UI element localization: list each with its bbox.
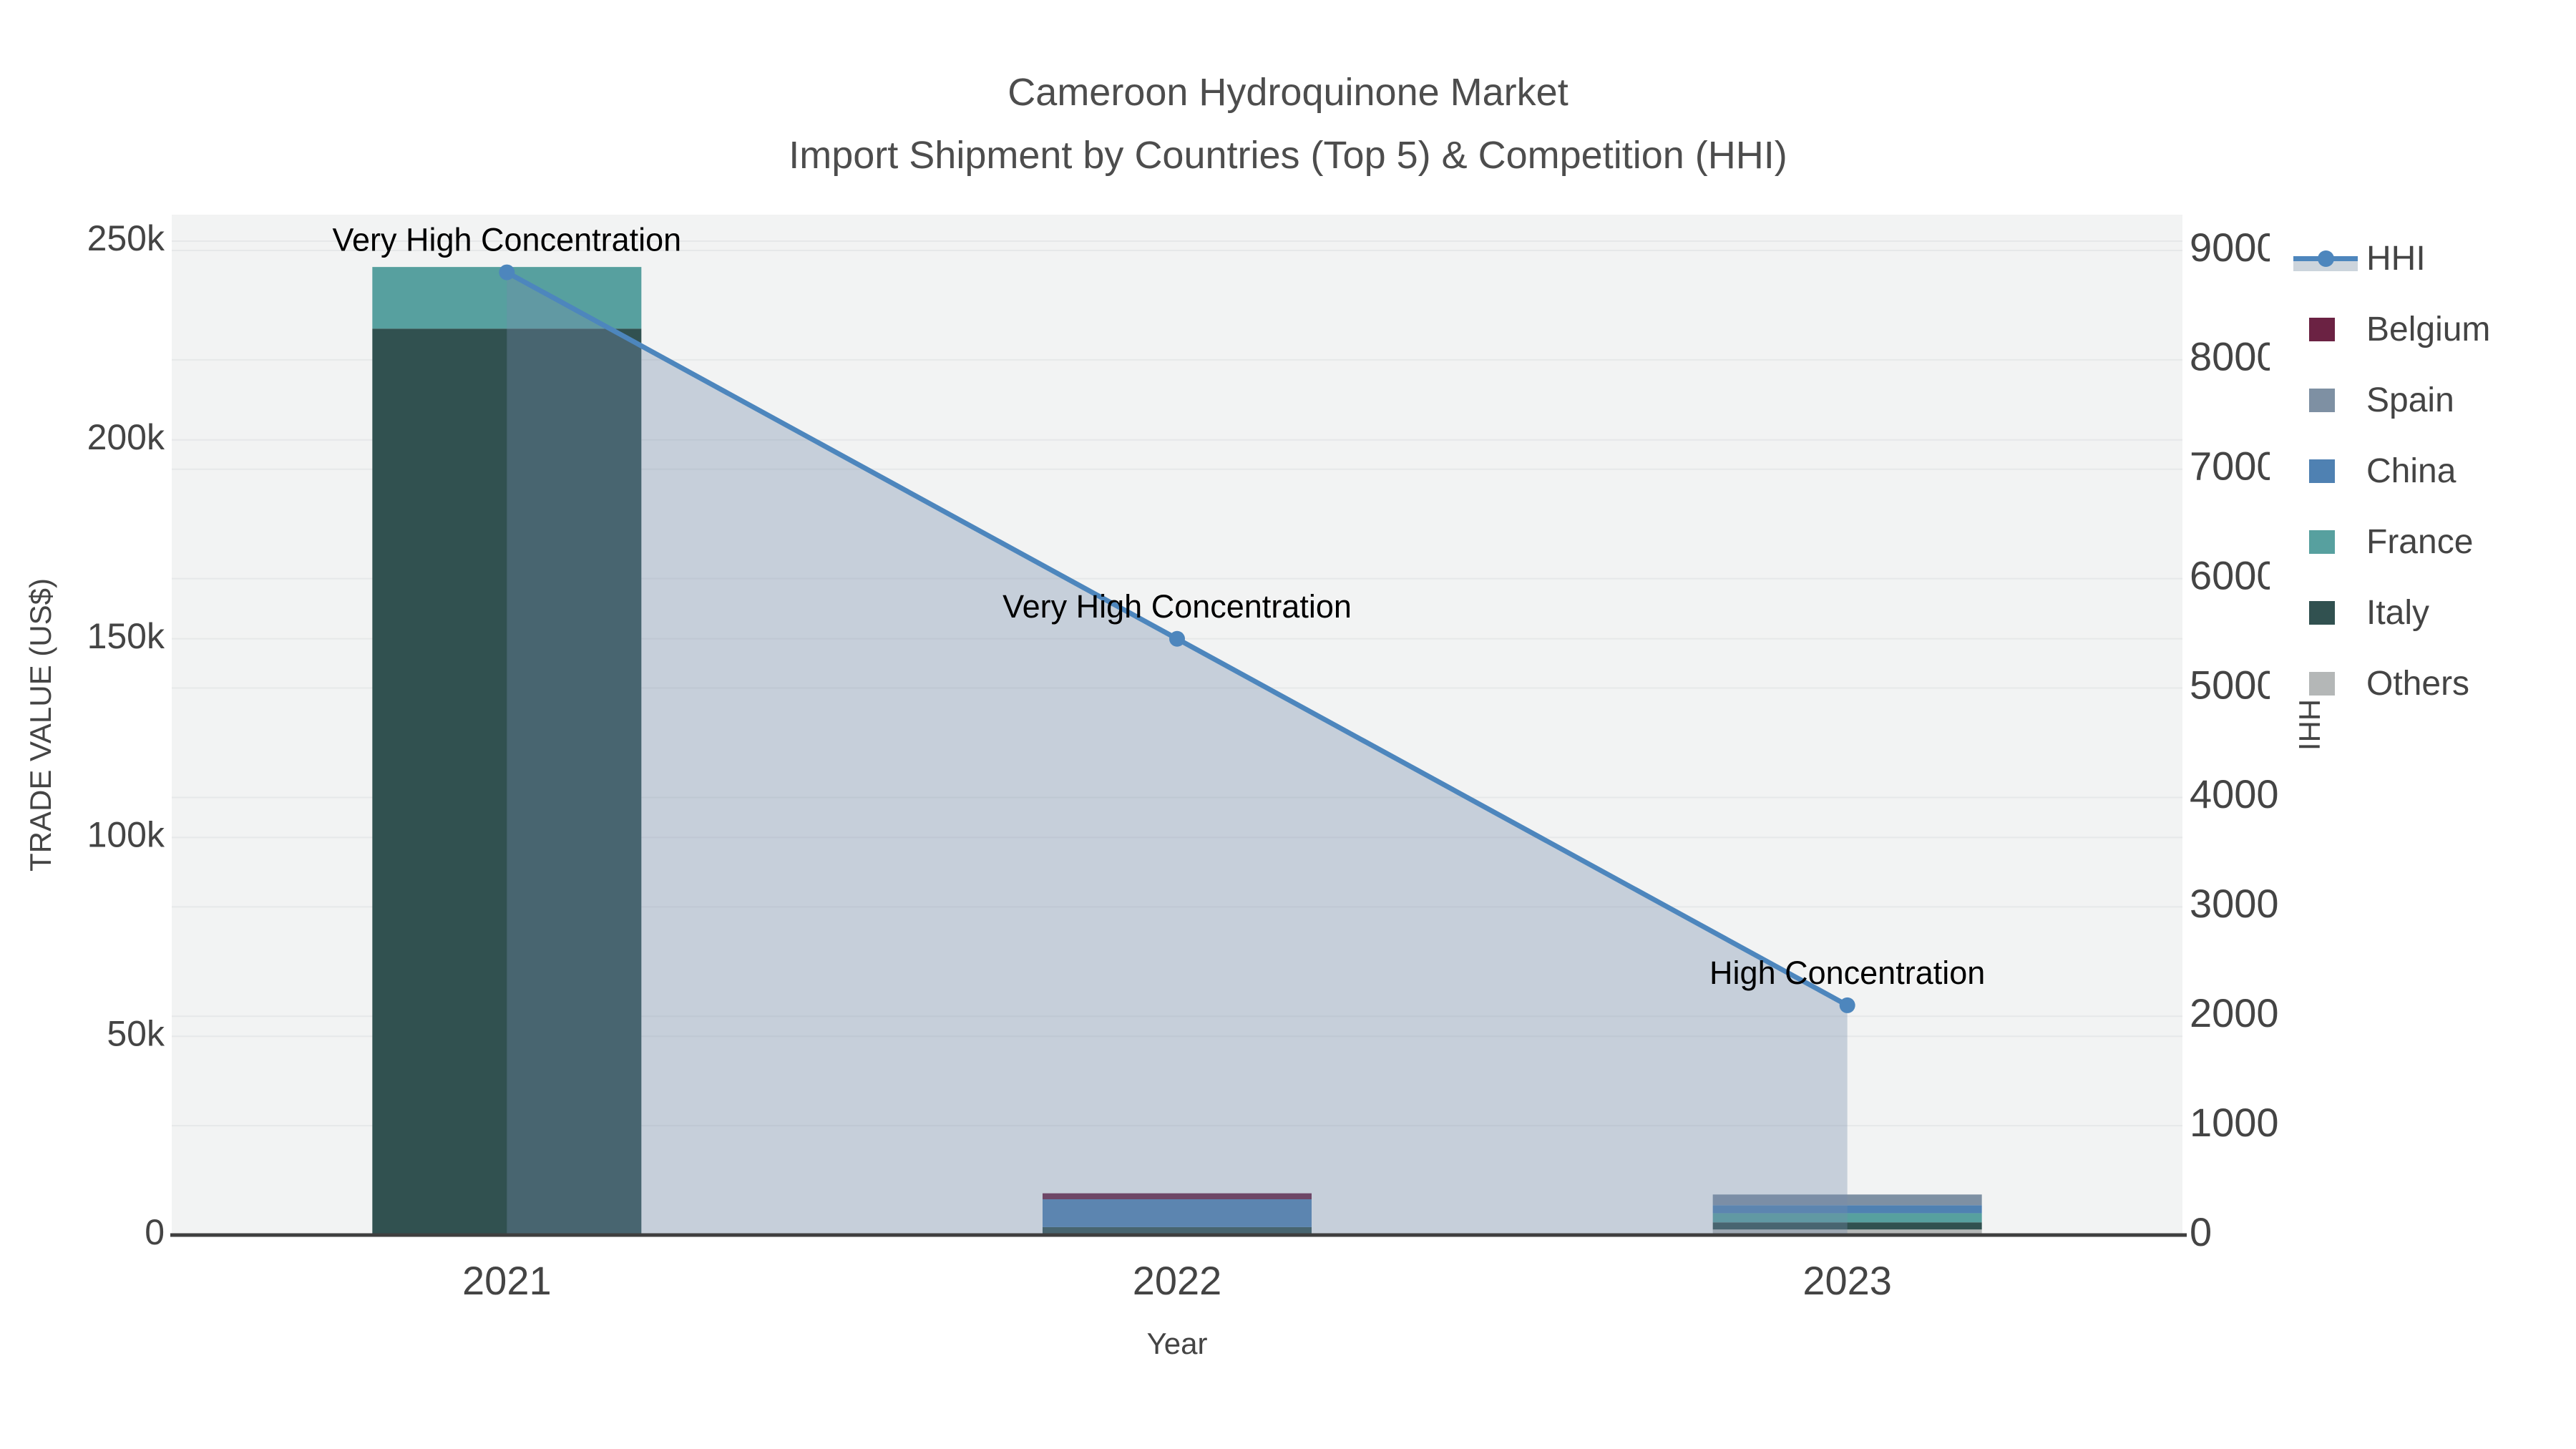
x-tick-label-2023: 2023 [1802, 1258, 1892, 1303]
legend-swatch-icon [2270, 365, 2366, 436]
legend-label-others: Others [2366, 664, 2470, 703]
bar-segment-france-2023[interactable] [1712, 1213, 1982, 1223]
y-right-tick-label: 9000 [2190, 225, 2279, 270]
annotation-2022: Very High Concentration [1002, 588, 1352, 625]
y-axis-left-title: TRADE VALUE (US$) [24, 578, 57, 872]
y-right-tick-label: 8000 [2190, 334, 2279, 379]
y-left-tick-label: 50k [107, 1013, 165, 1053]
y-axis-right-title: HHI [2293, 698, 2326, 751]
y-right-tick-label: 5000 [2190, 662, 2279, 707]
legend-item-hhi[interactable]: HHI [2270, 223, 2576, 294]
y-left-tick-label: 250k [87, 218, 165, 258]
annotation-2021: Very High Concentration [332, 222, 681, 258]
y-right-tick-label: 2000 [2190, 990, 2279, 1035]
color-swatch-belgium [2309, 318, 2335, 341]
hhi-marker-2022[interactable] [1169, 630, 1185, 647]
legend-label-hhi: HHI [2366, 239, 2426, 278]
y-left-tick-label: 100k [87, 815, 165, 855]
y-right-tick-label: 0 [2190, 1209, 2212, 1254]
bar-segment-italy-2021[interactable] [372, 328, 642, 1236]
bar-segment-italy-2023[interactable] [1712, 1222, 1982, 1230]
legend-swatch-icon [2270, 507, 2366, 577]
legend-swatch-icon [2270, 648, 2366, 719]
y-left-tick-label: 0 [145, 1212, 165, 1252]
hhi-area-fill [507, 272, 1848, 1236]
legend-label-china: China [2366, 452, 2457, 490]
y-left-tick-label: 200k [87, 417, 165, 457]
hhi-marker-2021[interactable] [499, 264, 515, 280]
y-right-tick-label: 1000 [2190, 1100, 2279, 1145]
legend-box: HHI Belgium Spain China France Italy Others [2270, 223, 2576, 719]
hhi-marker-2023[interactable] [1839, 997, 1855, 1013]
bar-segment-spain-2023[interactable] [1712, 1194, 1982, 1206]
legend-label-italy: Italy [2366, 593, 2430, 632]
hhi-line-area-legend-icon [2270, 223, 2366, 294]
color-swatch-china [2309, 459, 2335, 483]
x-tick-label-2022: 2022 [1133, 1258, 1222, 1303]
color-swatch-spain [2309, 389, 2335, 412]
y-right-tick-label: 6000 [2190, 552, 2279, 597]
legend-label-spain: Spain [2366, 381, 2454, 419]
x-tick-label-2021: 2021 [462, 1258, 552, 1303]
legend-label-belgium: Belgium [2366, 310, 2491, 348]
legend-item-france[interactable]: France [2270, 507, 2576, 577]
legend-swatch-icon [2270, 436, 2366, 507]
legend-swatch-icon [2270, 294, 2366, 365]
legend-item-italy[interactable]: Italy [2270, 577, 2576, 648]
legend-item-spain[interactable]: Spain [2270, 365, 2576, 436]
bar-segment-others-2023[interactable] [1712, 1229, 1982, 1235]
y-right-tick-label: 4000 [2190, 771, 2279, 816]
legend-item-belgium[interactable]: Belgium [2270, 294, 2576, 365]
legend-swatch-icon [2270, 577, 2366, 648]
color-swatch-others [2309, 672, 2335, 696]
legend-label-france: France [2366, 522, 2474, 561]
legend-item-china[interactable]: China [2270, 436, 2576, 507]
chart-title-line2: Import Shipment by Countries (Top 5) & C… [789, 134, 1787, 177]
annotation-2023: High Concentration [1709, 955, 1985, 991]
bar-segment-china-2022[interactable] [1043, 1199, 1312, 1227]
y-right-tick-label: 3000 [2190, 881, 2279, 926]
color-swatch-italy [2309, 601, 2335, 625]
color-swatch-france [2309, 530, 2335, 554]
chart-title-line1: Cameroon Hydroquinone Market [1008, 71, 1568, 114]
bar-segment-china-2023[interactable] [1712, 1205, 1982, 1214]
hhi-marker-sample [2318, 250, 2334, 267]
y-right-tick-label: 7000 [2190, 444, 2279, 489]
x-axis-title: Year [1146, 1327, 1208, 1360]
legend-item-others[interactable]: Others [2270, 648, 2576, 719]
bar-segment-italy-2022[interactable] [1043, 1226, 1312, 1235]
y-left-tick-label: 150k [87, 616, 165, 656]
bar-segment-belgium-2022[interactable] [1043, 1193, 1312, 1199]
